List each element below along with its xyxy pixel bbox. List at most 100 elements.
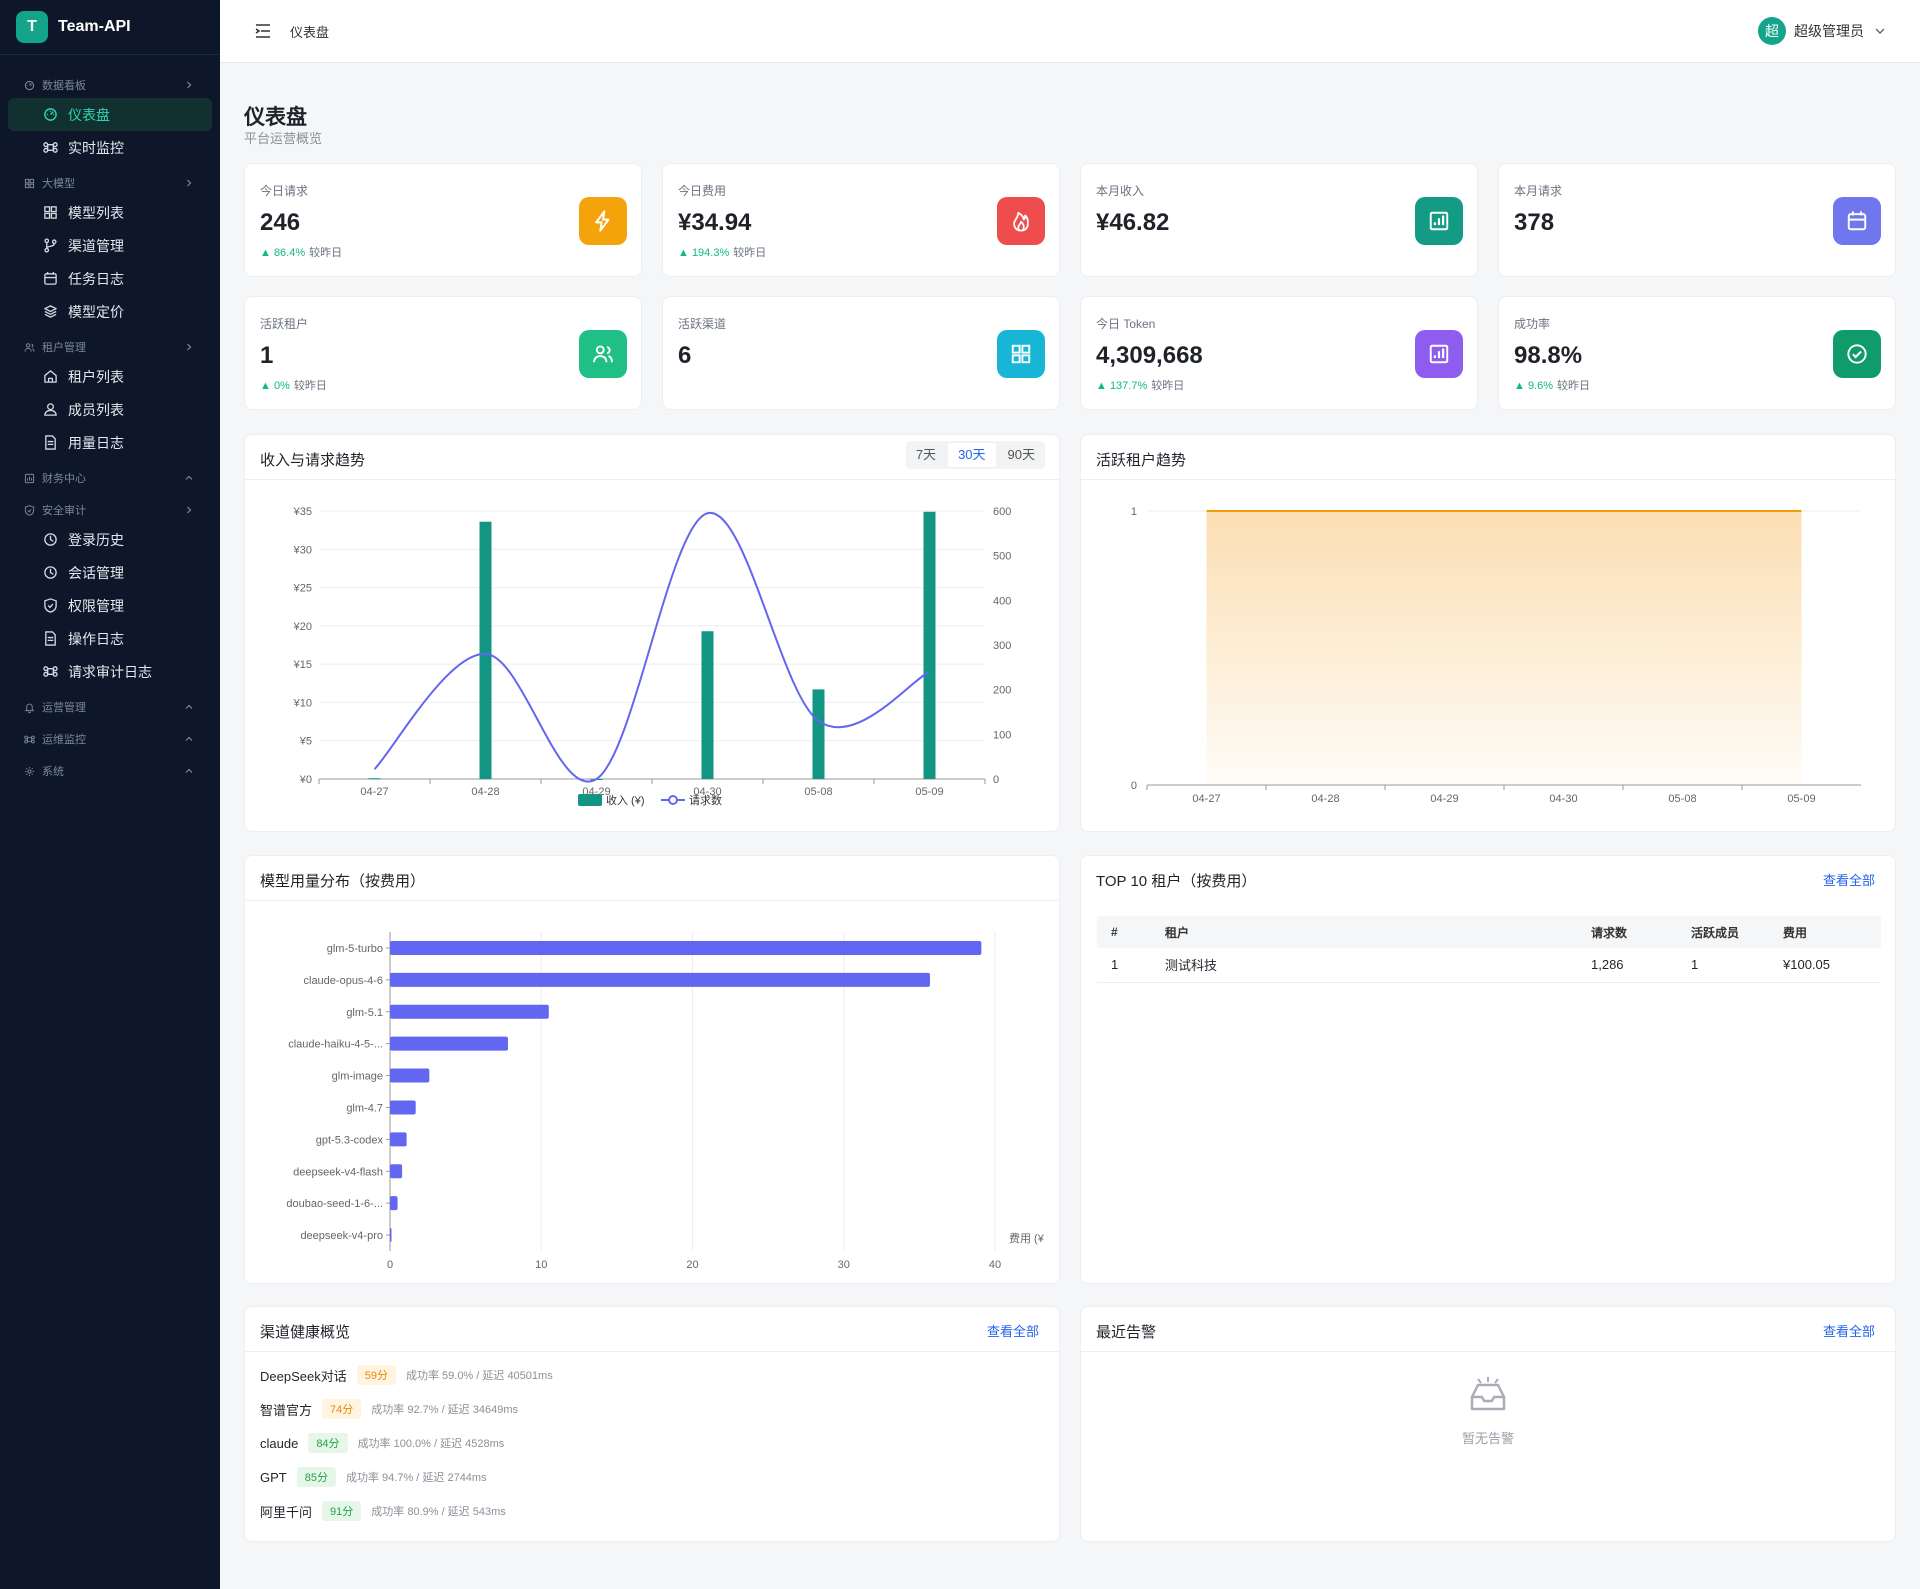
- card-title: 活跃租户趋势: [1096, 452, 1187, 469]
- sidebar-item[interactable]: 实时监控: [8, 131, 212, 164]
- sidebar-group[interactable]: 安全审计: [0, 497, 220, 523]
- stat-card: 本月请求 378: [1498, 163, 1896, 277]
- model-bar: [390, 1196, 398, 1211]
- sidebar-item[interactable]: 模型列表: [8, 196, 212, 229]
- bar-chart-icon: [1415, 197, 1463, 245]
- sidebar-item[interactable]: 任务日志: [8, 262, 212, 295]
- channel-health-row[interactable]: GPT 85分 成功率 94.7% / 延迟 2744ms: [260, 1467, 487, 1487]
- y2-tick-label: 400: [993, 595, 1011, 607]
- column-header[interactable]: 租户: [1151, 916, 1577, 948]
- health-score-badge: 85分: [296, 1467, 336, 1487]
- x-tick-label: 10: [535, 1259, 547, 1271]
- health-score-badge: 59分: [356, 1365, 396, 1385]
- sidebar-item[interactable]: 会话管理: [8, 556, 212, 589]
- sidebar-item[interactable]: 租户列表: [8, 360, 212, 393]
- y2-tick-label: 100: [993, 729, 1011, 741]
- sidebar-group[interactable]: 运维监控: [0, 726, 220, 752]
- health-detail: 成功率 59.0% / 延迟 40501ms: [405, 1370, 553, 1382]
- sidebar-item[interactable]: 权限管理: [8, 589, 212, 622]
- x-tick-label: 04-27: [1192, 793, 1220, 805]
- column-header[interactable]: #: [1097, 916, 1151, 948]
- avatar: 超: [1758, 17, 1786, 45]
- stat-value: 98.8%: [1514, 342, 1583, 369]
- calendar-icon: [42, 271, 58, 287]
- sidebar-item[interactable]: 请求审计日志: [8, 655, 212, 688]
- y-tick-label: claude-opus-4-6: [304, 975, 384, 987]
- legend-label: 收入 (¥): [606, 793, 645, 807]
- empty-text: 暂无告警: [1461, 1431, 1514, 1446]
- stat-card: 成功率 98.8% ▲ 9.6% 较昨日: [1498, 296, 1896, 410]
- sidebar-group[interactable]: 运营管理: [0, 694, 220, 720]
- model-bar: [390, 1004, 549, 1019]
- y2-tick-label: 0: [993, 774, 999, 786]
- breadcrumb[interactable]: 仪表盘: [290, 24, 330, 40]
- stat-value: 378: [1514, 209, 1555, 236]
- revenue-bar: [701, 631, 714, 779]
- y-tick-label: ¥10: [293, 697, 312, 709]
- y-tick-label: ¥15: [293, 659, 312, 671]
- chevron-right-icon: [187, 506, 192, 514]
- channel-health-card: 渠道健康概览 查看全部 DeepSeek对话 59分 成功率 59.0% / 延迟 …: [244, 1306, 1060, 1542]
- health-detail: 成功率 92.7% / 延迟 34649ms: [371, 1404, 518, 1416]
- stat-trend: ▲ 0% 较昨日: [260, 377, 327, 393]
- user-menu[interactable]: 超 超级管理员: [1758, 17, 1886, 45]
- stat-card: 今日请求 246 ▲ 86.4% 较昨日: [244, 163, 642, 277]
- menu-toggle-icon[interactable]: [252, 20, 274, 42]
- table-cell: 1: [1677, 948, 1769, 983]
- brand[interactable]: T Team-API: [0, 0, 220, 55]
- sidebar-item-label: 租户列表: [68, 368, 124, 385]
- sidebar-item[interactable]: 模型定价: [8, 295, 212, 328]
- view-all-link[interactable]: 查看全部: [1822, 873, 1875, 888]
- brand-name: Team-API: [58, 18, 131, 35]
- range-option[interactable]: 90天: [1007, 447, 1035, 462]
- sidebar-item[interactable]: 仪表盘: [8, 98, 212, 131]
- trend-compare: 较昨日: [1151, 380, 1185, 392]
- stat-label: 今日请求: [260, 184, 309, 198]
- y-tick-label: 0: [1131, 780, 1137, 792]
- model-usage-card: 模型用量分布（按费用） 0 10 20 30 40 费用 (¥ glm-5-turbo cla…: [244, 855, 1060, 1284]
- sidebar-group[interactable]: 数据看板: [0, 72, 220, 98]
- sidebar-group[interactable]: 租户管理: [0, 334, 220, 360]
- column-header[interactable]: 请求数: [1577, 916, 1677, 948]
- sidebar-item[interactable]: 登录历史: [8, 523, 212, 556]
- sidebar-item-label: 任务日志: [68, 270, 124, 287]
- sidebar-group[interactable]: 系统: [0, 758, 220, 784]
- trend-compare: 较昨日: [309, 247, 343, 259]
- sidebar-item[interactable]: 用量日志: [8, 426, 212, 459]
- sidebar-item[interactable]: 操作日志: [8, 622, 212, 655]
- inbox-icon: [1470, 1377, 1506, 1411]
- range-option[interactable]: 7天: [915, 447, 937, 462]
- channel-health-row[interactable]: DeepSeek对话 59分 成功率 59.0% / 延迟 40501ms: [260, 1365, 553, 1385]
- column-header[interactable]: 活跃成员: [1677, 916, 1769, 948]
- stat-label: 本月收入: [1096, 184, 1145, 198]
- model-usage-chart: 0 10 20 30 40 费用 (¥ glm-5-turbo claude-opus-4-6…: [286, 932, 1045, 1271]
- view-all-link[interactable]: 查看全部: [1822, 1324, 1875, 1339]
- users-icon: [579, 330, 627, 378]
- y2-tick-label: 200: [993, 685, 1011, 697]
- view-all-link[interactable]: 查看全部: [986, 1324, 1039, 1339]
- clock-icon: [42, 565, 58, 581]
- table-row[interactable]: 1 测试科技 1,286 1 ¥100.05: [1097, 948, 1881, 983]
- active-tenant-chart: 0 1 04-27 04-28 04-29 04-30 05-08 05-09: [1131, 506, 1861, 805]
- sidebar-item[interactable]: 成员列表: [8, 393, 212, 426]
- stat-label: 今日 Token: [1096, 317, 1156, 331]
- column-header[interactable]: 费用: [1769, 916, 1881, 948]
- stat-value: 6: [678, 342, 692, 369]
- channel-health-row[interactable]: 阿里千问 91分 成功率 80.9% / 延迟 543ms: [260, 1501, 506, 1521]
- range-option[interactable]: 30天: [948, 443, 996, 467]
- sidebar-group-label: 系统: [42, 766, 64, 778]
- bell-icon: [24, 702, 35, 713]
- sidebar-group[interactable]: 财务中心: [0, 465, 220, 491]
- model-bar: [390, 1068, 430, 1083]
- channel-health-row[interactable]: 智谱官方 74分 成功率 92.7% / 延迟 34649ms: [260, 1399, 518, 1419]
- stat-label: 活跃渠道: [678, 317, 727, 331]
- revenue-bar: [812, 689, 825, 779]
- y-tick-label: gpt-5.3-codex: [316, 1134, 384, 1146]
- sidebar-item[interactable]: 渠道管理: [8, 229, 212, 262]
- sidebar-group[interactable]: 大模型: [0, 170, 220, 196]
- health-score-badge: 91分: [322, 1501, 362, 1521]
- revenue-bar: [923, 511, 936, 779]
- channel-health-row[interactable]: claude 84分 成功率 100.0% / 延迟 4528ms: [260, 1433, 504, 1453]
- table-cell: 1: [1097, 948, 1151, 983]
- stat-label: 本月请求: [1514, 184, 1563, 198]
